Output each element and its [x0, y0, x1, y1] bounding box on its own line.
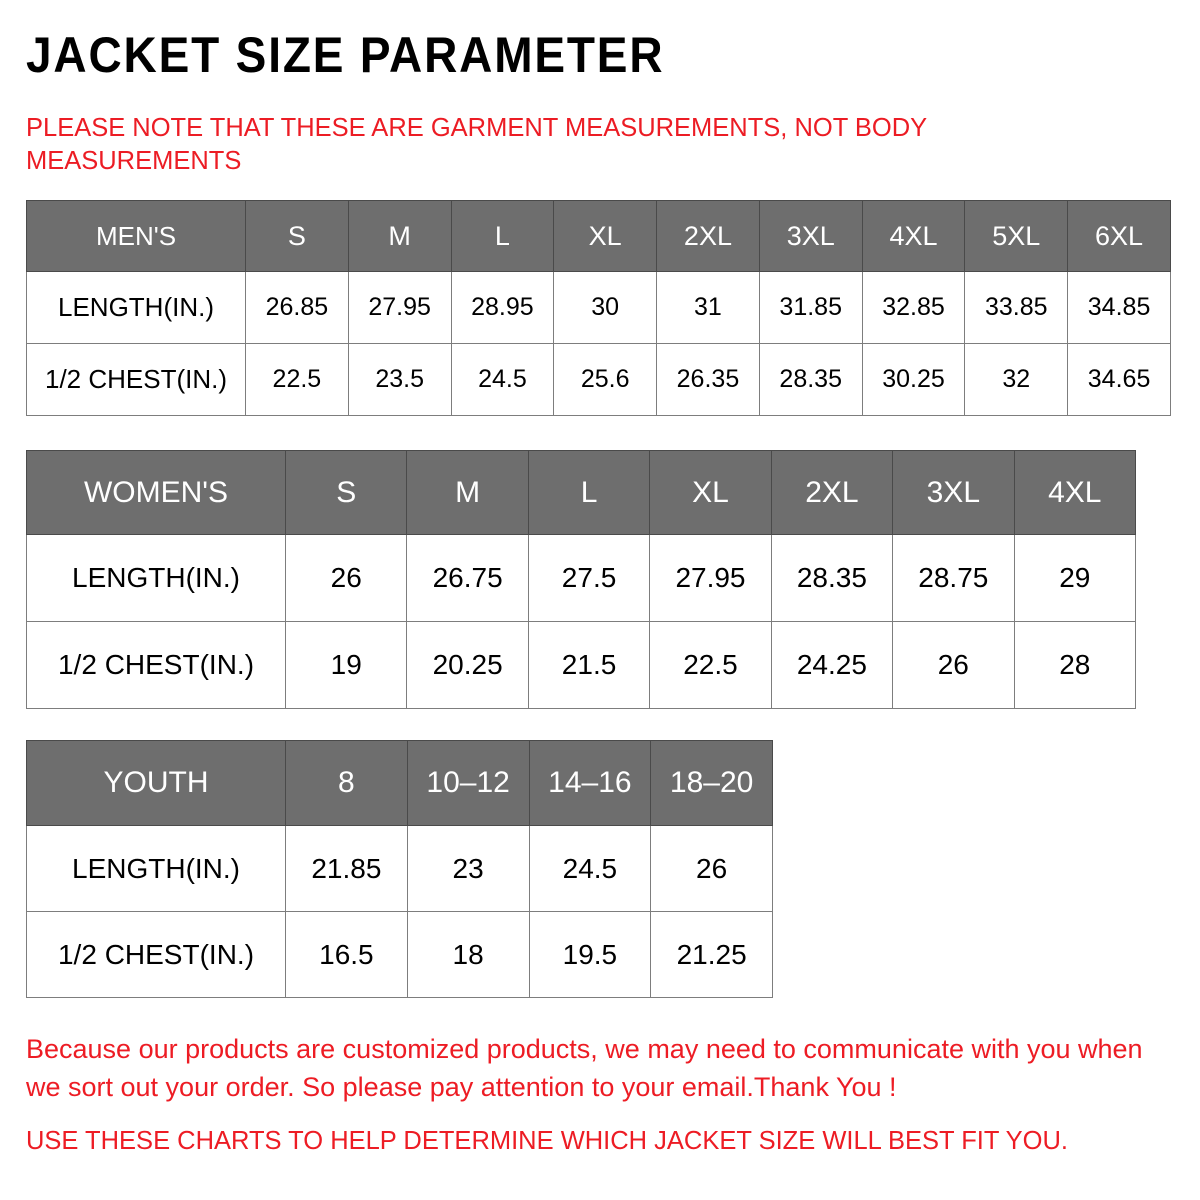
table-header-row: YOUTH 8 10–12 14–16 18–20	[26, 740, 773, 826]
table-cell: 26	[650, 825, 773, 912]
youth-col-14-16: 14–16	[528, 740, 652, 826]
mens-col-l: L	[450, 200, 555, 272]
youth-col-8: 8	[285, 740, 408, 826]
table-cell: 27.95	[347, 271, 452, 344]
mens-col-m: M	[347, 200, 452, 272]
table-cell: 34.65	[1067, 343, 1171, 416]
mens-col-6xl: 6XL	[1067, 200, 1171, 272]
table-cell: 27.95	[649, 534, 772, 622]
table-cell: 26.75	[406, 534, 529, 622]
table-cell: 27.5	[527, 534, 651, 622]
mens-corner-label: MEN'S	[26, 200, 246, 272]
chart-usage-note: USE THESE CHARTS TO HELP DETERMINE WHICH…	[26, 1127, 1068, 1155]
table-cell: 32	[964, 343, 1069, 416]
customization-note: Because our products are customized prod…	[26, 1034, 1143, 1103]
table-cell: 18	[406, 911, 530, 998]
womens-col-m: M	[406, 450, 529, 535]
table-cell: 28.35	[758, 343, 863, 416]
table-cell: 22.5	[245, 343, 349, 416]
table-cell: 28.95	[450, 271, 555, 344]
mens-col-5xl: 5XL	[964, 200, 1069, 272]
table-cell: 26	[892, 621, 1015, 709]
womens-col-3xl: 3XL	[892, 450, 1015, 535]
table-cell: 28.75	[892, 534, 1015, 622]
table-row: LENGTH(IN.) 26.85 27.95 28.95 30 31 31.8…	[26, 271, 1171, 344]
table-cell: 24.5	[528, 825, 652, 912]
mens-col-2xl: 2XL	[656, 200, 760, 272]
table-cell: 16.5	[285, 911, 408, 998]
table-cell: 24.25	[770, 621, 894, 709]
mens-col-xl: XL	[553, 200, 658, 272]
womens-col-2xl: 2XL	[770, 450, 894, 535]
youth-row-label-length: LENGTH(IN.)	[26, 825, 286, 912]
womens-row-label-chest: 1/2 CHEST(IN.)	[26, 621, 286, 709]
womens-row-label-length: LENGTH(IN.)	[26, 534, 286, 622]
womens-col-l: L	[527, 450, 651, 535]
table-cell: 22.5	[649, 621, 772, 709]
table-cell: 26.35	[656, 343, 760, 416]
table-header-row: WOMEN'S S M L XL 2XL 3XL 4XL	[26, 450, 1137, 535]
table-cell: 19.5	[528, 911, 652, 998]
table-row: 1/2 CHEST(IN.) 22.5 23.5 24.5 25.6 26.35…	[26, 343, 1171, 416]
table-cell: 28.35	[770, 534, 894, 622]
table-cell: 30.25	[861, 343, 966, 416]
womens-col-s: S	[284, 450, 408, 535]
table-cell: 23	[406, 825, 530, 912]
womens-col-xl: XL	[649, 450, 772, 535]
table-header-row: MEN'S S M L XL 2XL 3XL 4XL 5XL 6XL	[26, 200, 1171, 272]
table-cell: 21.5	[527, 621, 651, 709]
table-row: LENGTH(IN.) 26 26.75 27.5 27.95 28.35 28…	[26, 534, 1137, 622]
table-cell: 23.5	[347, 343, 452, 416]
youth-col-18-20: 18–20	[650, 740, 773, 826]
table-cell: 26	[284, 534, 408, 622]
table-cell: 24.5	[450, 343, 555, 416]
table-cell: 19	[284, 621, 408, 709]
table-cell: 30	[553, 271, 658, 344]
table-cell: 31.85	[758, 271, 863, 344]
table-cell: 32.85	[861, 271, 966, 344]
youth-row-label-chest: 1/2 CHEST(IN.)	[26, 911, 286, 998]
youth-size-table: YOUTH 8 10–12 14–16 18–20 LENGTH(IN.) 21…	[26, 740, 773, 998]
table-cell: 26.85	[245, 271, 349, 344]
table-cell: 28	[1013, 621, 1137, 709]
mens-size-table: MEN'S S M L XL 2XL 3XL 4XL 5XL 6XL LENGT…	[26, 200, 1171, 416]
table-cell: 25.6	[553, 343, 658, 416]
youth-corner-label: YOUTH	[26, 740, 286, 826]
mens-col-4xl: 4XL	[861, 200, 966, 272]
table-cell: 29	[1013, 534, 1137, 622]
table-row: 1/2 CHEST(IN.) 16.5 18 19.5 21.25	[26, 911, 773, 998]
table-cell: 21.85	[285, 825, 408, 912]
womens-col-4xl: 4XL	[1013, 450, 1137, 535]
table-cell: 33.85	[964, 271, 1069, 344]
table-cell: 31	[656, 271, 760, 344]
table-row: LENGTH(IN.) 21.85 23 24.5 26	[26, 825, 773, 912]
youth-col-10-12: 10–12	[406, 740, 530, 826]
womens-size-table: WOMEN'S S M L XL 2XL 3XL 4XL LENGTH(IN.)…	[26, 450, 1137, 709]
page-title: JACKET SIZE PARAMETER	[26, 27, 665, 83]
mens-col-s: S	[245, 200, 349, 272]
table-cell: 21.25	[650, 911, 773, 998]
table-row: 1/2 CHEST(IN.) 19 20.25 21.5 22.5 24.25 …	[26, 621, 1137, 709]
table-cell: 34.85	[1067, 271, 1171, 344]
mens-row-label-length: LENGTH(IN.)	[26, 271, 246, 344]
table-cell: 20.25	[406, 621, 529, 709]
mens-col-3xl: 3XL	[758, 200, 863, 272]
womens-corner-label: WOMEN'S	[26, 450, 286, 535]
mens-row-label-chest: 1/2 CHEST(IN.)	[26, 343, 246, 416]
garment-measurement-note: PLEASE NOTE THAT THESE ARE GARMENT MEASU…	[26, 114, 927, 175]
